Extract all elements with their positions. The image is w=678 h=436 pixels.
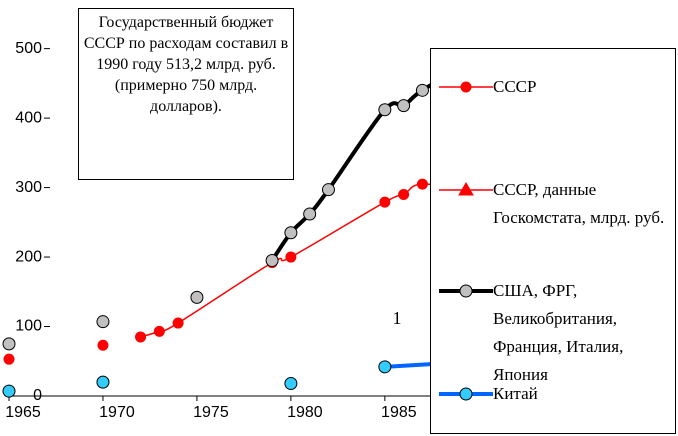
- y-tick-label: 200: [15, 248, 42, 265]
- marker: [397, 99, 411, 113]
- x-tick-label: 1970: [99, 404, 135, 421]
- y-tick-label: 100: [15, 318, 42, 335]
- marker: [321, 183, 335, 197]
- y-tick-label: 0: [33, 387, 42, 404]
- marker: [2, 384, 16, 398]
- marker: [153, 325, 165, 337]
- x-tick-label: 1985: [381, 404, 417, 421]
- marker: [284, 226, 298, 240]
- legend-label: Китай: [493, 384, 538, 403]
- marker: [96, 375, 110, 389]
- marker: [378, 103, 392, 117]
- legend-label: СССР, данные Госкомстата, млрд. руб.: [493, 180, 665, 227]
- marker: [2, 337, 16, 351]
- marker: [97, 339, 109, 351]
- marker: [284, 376, 298, 390]
- marker: [96, 315, 110, 329]
- marker: [459, 284, 473, 298]
- y-tick-label: 300: [15, 179, 42, 196]
- legend-symbols: [439, 81, 493, 401]
- annotation: 1: [393, 308, 402, 328]
- marker: [190, 290, 204, 304]
- legend-label: СССР: [493, 77, 537, 96]
- legend: СССР СССР, данные Госкомстата, млрд. руб.…: [430, 48, 676, 434]
- annotation-box: Государственный бюджет СССР по расходам …: [78, 8, 294, 180]
- marker: [458, 182, 474, 196]
- marker: [459, 387, 473, 401]
- marker: [135, 331, 147, 343]
- x-tick-label: 1980: [287, 404, 323, 421]
- marker: [415, 83, 429, 97]
- marker: [285, 251, 297, 263]
- marker: [265, 254, 279, 268]
- x-tick-label: 1975: [193, 404, 229, 421]
- marker: [379, 196, 391, 208]
- marker: [398, 189, 410, 201]
- marker: [172, 317, 184, 329]
- marker: [460, 81, 472, 93]
- marker: [3, 353, 15, 365]
- x-tick-label: 1965: [5, 404, 41, 421]
- y-tick-label: 500: [15, 40, 42, 57]
- marker: [378, 360, 392, 374]
- marker: [416, 178, 428, 190]
- marker: [303, 207, 317, 221]
- y-tick-label: 400: [15, 109, 42, 126]
- legend-label: США, ФРГ, Великобритания, Франция, Итали…: [493, 281, 624, 384]
